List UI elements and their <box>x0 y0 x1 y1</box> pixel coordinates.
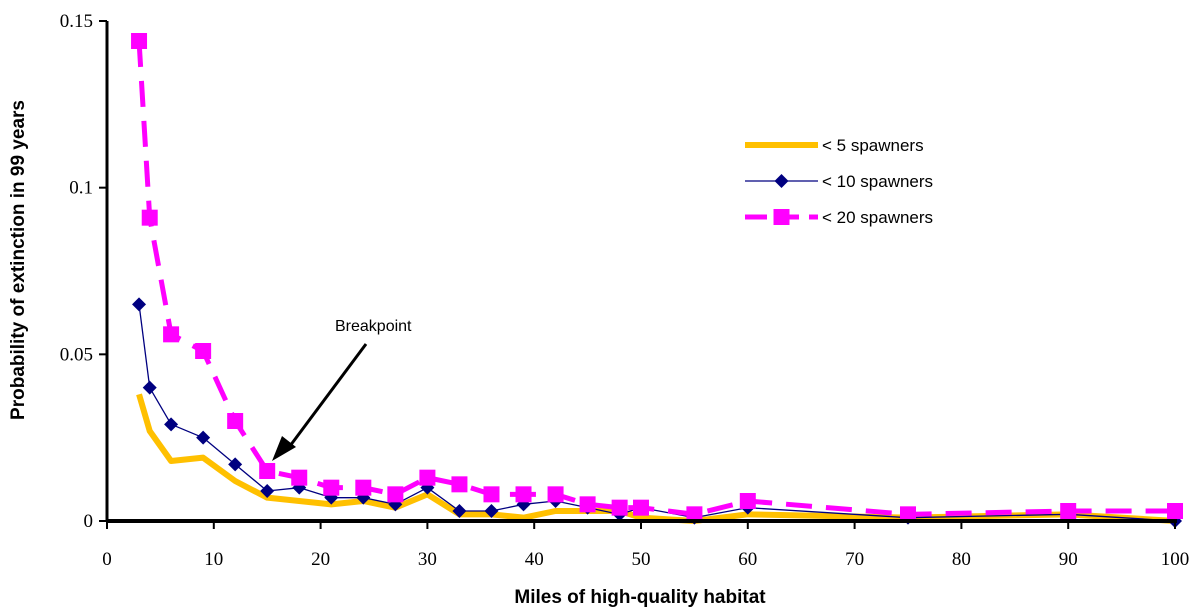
legend-label-0: < 5 spawners <box>822 136 924 155</box>
series-1-point <box>164 417 179 432</box>
x-tick-label: 0 <box>102 549 112 570</box>
series-1-point <box>452 504 467 518</box>
y-tick-label: 0 <box>84 511 94 532</box>
series-1-point <box>196 430 211 445</box>
series-line-2 <box>136 40 1175 517</box>
series-2-point <box>451 476 468 493</box>
breakpoint-annotation: Breakpoint <box>272 318 412 461</box>
annotation-label: Breakpoint <box>335 318 412 335</box>
series-2-point <box>131 33 148 49</box>
series-2-point <box>900 506 916 523</box>
series-1-point <box>484 504 499 518</box>
x-tick-label: 90 <box>1059 549 1078 570</box>
series-2-point <box>1167 503 1183 519</box>
y-tick-label: 0.15 <box>60 11 93 32</box>
series-2-point <box>355 479 372 496</box>
x-tick-label: 60 <box>738 549 757 570</box>
annotation-arrow-shaft <box>285 343 368 451</box>
series-1-point <box>142 380 157 395</box>
x-tick-label: 10 <box>204 549 223 570</box>
series-2-point <box>579 496 596 513</box>
series-2-point <box>739 493 756 509</box>
x-tick-label: 20 <box>311 549 330 570</box>
series-2-point <box>323 479 340 496</box>
series-1-point <box>132 297 147 312</box>
legend-label-2: < 20 spawners <box>822 208 933 227</box>
series-2-point <box>227 413 244 429</box>
legend: < 5 spawners < 10 spawners < 20 spawners <box>745 136 933 227</box>
x-tick-label: 50 <box>632 549 651 570</box>
series-2-point <box>141 209 158 226</box>
series-2-point <box>419 469 436 486</box>
series-2-point <box>1060 503 1077 519</box>
y-tick-label: 0.1 <box>69 178 93 199</box>
legend-marker-2 <box>773 209 790 225</box>
series-2-point <box>387 486 404 503</box>
series-2-point <box>515 486 532 503</box>
x-tick-label: 40 <box>525 549 544 570</box>
x-tick-label: 100 <box>1161 549 1190 570</box>
y-axis-title: Probability of extinction in 99 years <box>8 100 29 420</box>
series-lines <box>136 40 1176 524</box>
series-2-point <box>195 343 212 359</box>
series-line-0 <box>136 393 1176 524</box>
y-tick-label: 0.05 <box>60 344 93 365</box>
tick-labels: 0 0.05 0.1 0.15 0 10 20 30 40 50 60 70 80 90 100 <box>60 11 1190 570</box>
annotation-arrow-head <box>272 436 296 461</box>
series-2-point <box>686 506 703 523</box>
series-2-point <box>611 499 628 516</box>
tick-marks <box>99 20 1176 529</box>
series-markers <box>131 33 1183 528</box>
legend-marker-1 <box>774 174 789 188</box>
series-1-point <box>228 457 243 472</box>
series-2-point <box>259 463 276 479</box>
axes <box>105 21 1177 523</box>
x-tick-label: 70 <box>845 549 864 570</box>
series-2-point <box>291 469 308 486</box>
series-2-point <box>163 326 180 343</box>
legend-label-1: < 10 spawners <box>822 172 933 191</box>
series-2-point <box>483 486 500 503</box>
x-tick-label: 30 <box>418 549 437 570</box>
series-1-point <box>260 484 275 498</box>
series-2-point <box>633 499 649 516</box>
x-axis-title: Miles of high-quality habitat <box>514 587 766 608</box>
x-tick-label: 80 <box>952 549 971 570</box>
series-2-point <box>547 486 564 503</box>
